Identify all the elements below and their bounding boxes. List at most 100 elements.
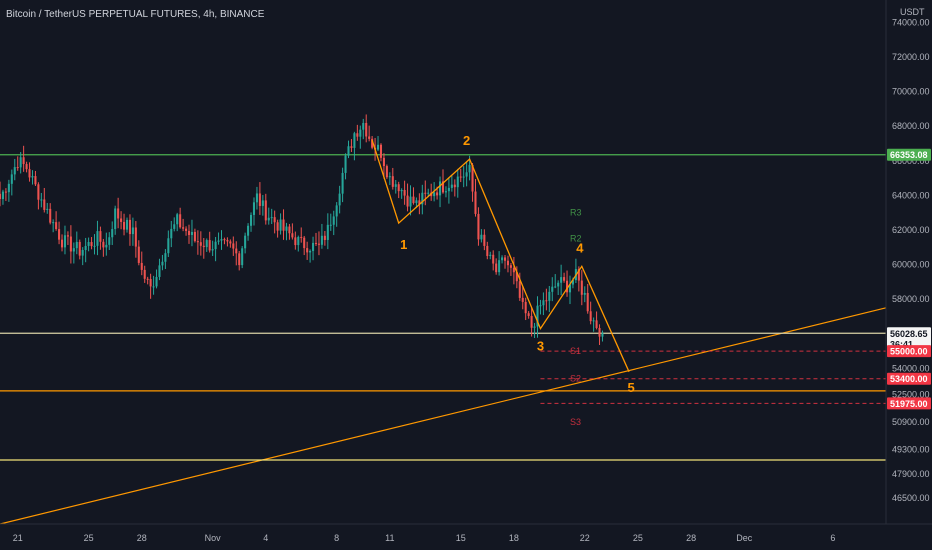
candle[interactable]	[486, 241, 489, 260]
candle[interactable]	[182, 218, 185, 232]
candle[interactable]	[453, 179, 456, 197]
candle[interactable]	[258, 182, 261, 215]
candle[interactable]	[536, 296, 539, 338]
candle[interactable]	[232, 236, 235, 256]
candle[interactable]	[16, 156, 19, 171]
candle[interactable]	[554, 274, 557, 289]
candle[interactable]	[477, 207, 480, 246]
candle[interactable]	[111, 221, 114, 246]
candle[interactable]	[483, 229, 486, 251]
candle[interactable]	[294, 231, 297, 250]
candle[interactable]	[117, 197, 120, 229]
candle[interactable]	[344, 153, 347, 180]
candle[interactable]	[371, 135, 374, 150]
candle[interactable]	[96, 220, 99, 256]
candle[interactable]	[356, 124, 359, 141]
candle[interactable]	[444, 186, 447, 198]
candle[interactable]	[78, 239, 81, 260]
candle[interactable]	[368, 125, 371, 142]
candle[interactable]	[406, 183, 409, 212]
candle[interactable]	[480, 229, 483, 243]
time-axis[interactable]: 21 25 28 Nov 4 8 11 15 18 22 25 28 Dec 6	[13, 533, 836, 543]
candle[interactable]	[72, 242, 75, 264]
candle[interactable]	[131, 217, 134, 246]
candle[interactable]	[90, 237, 93, 250]
candle[interactable]	[196, 230, 199, 255]
candle[interactable]	[586, 283, 589, 314]
candle[interactable]	[0, 181, 2, 207]
candle[interactable]	[267, 207, 270, 225]
candle[interactable]	[255, 186, 258, 210]
candle[interactable]	[465, 161, 468, 187]
candle[interactable]	[167, 230, 170, 257]
candle[interactable]	[598, 324, 601, 345]
candle[interactable]	[391, 167, 394, 190]
candle[interactable]	[509, 262, 512, 276]
candle[interactable]	[400, 188, 403, 199]
candle[interactable]	[474, 178, 477, 217]
candle[interactable]	[498, 251, 501, 276]
candle[interactable]	[320, 223, 323, 249]
candle[interactable]	[459, 168, 462, 183]
candle[interactable]	[462, 166, 465, 188]
candle[interactable]	[394, 180, 397, 194]
candle[interactable]	[589, 301, 592, 325]
elliott-wave-path[interactable]	[371, 139, 630, 373]
candle[interactable]	[146, 276, 149, 285]
candle[interactable]	[13, 158, 16, 181]
candle[interactable]	[108, 232, 111, 250]
candle[interactable]	[527, 311, 530, 319]
candle[interactable]	[533, 322, 536, 339]
candle[interactable]	[335, 202, 338, 227]
candle[interactable]	[317, 231, 320, 256]
candle[interactable]	[128, 214, 131, 246]
candle[interactable]	[10, 169, 13, 196]
candle[interactable]	[382, 153, 385, 179]
candle[interactable]	[512, 256, 515, 285]
candle[interactable]	[439, 176, 442, 208]
candle[interactable]	[149, 273, 152, 299]
candle[interactable]	[63, 225, 67, 255]
candle[interactable]	[252, 197, 256, 226]
candle[interactable]	[326, 213, 329, 250]
candle[interactable]	[217, 232, 220, 245]
candle[interactable]	[75, 231, 78, 255]
candle[interactable]	[545, 288, 548, 311]
candle[interactable]	[379, 143, 383, 162]
candle[interactable]	[492, 250, 495, 271]
candle[interactable]	[261, 195, 264, 216]
candle[interactable]	[341, 167, 344, 203]
candle[interactable]	[312, 236, 315, 261]
candle[interactable]	[580, 270, 583, 306]
candle[interactable]	[19, 151, 22, 174]
candle[interactable]	[34, 170, 37, 187]
candle[interactable]	[397, 181, 400, 199]
candle[interactable]	[568, 275, 572, 305]
candle[interactable]	[229, 239, 232, 248]
candle[interactable]	[376, 136, 380, 152]
candle[interactable]	[297, 235, 300, 252]
price-tag-support-2[interactable]: 53400.00	[887, 372, 931, 385]
candle[interactable]	[176, 212, 179, 232]
candle[interactable]	[87, 237, 90, 252]
candle[interactable]	[158, 258, 161, 281]
candle[interactable]	[205, 238, 208, 252]
candle[interactable]	[199, 231, 202, 256]
candle[interactable]	[123, 213, 126, 236]
candle[interactable]	[244, 232, 247, 254]
candle[interactable]	[214, 236, 217, 262]
candle[interactable]	[338, 185, 341, 214]
candle[interactable]	[264, 193, 267, 225]
candle[interactable]	[309, 249, 312, 263]
candle[interactable]	[276, 219, 279, 238]
price-tag-support-3[interactable]: 51975.00	[887, 397, 931, 410]
candle[interactable]	[566, 270, 569, 297]
candle[interactable]	[81, 247, 84, 266]
candle[interactable]	[557, 280, 560, 296]
candle[interactable]	[93, 234, 96, 255]
candle[interactable]	[329, 213, 332, 231]
trendline[interactable]	[0, 307, 887, 525]
candle[interactable]	[273, 210, 276, 234]
candle[interactable]	[40, 192, 43, 208]
candle[interactable]	[31, 170, 34, 185]
